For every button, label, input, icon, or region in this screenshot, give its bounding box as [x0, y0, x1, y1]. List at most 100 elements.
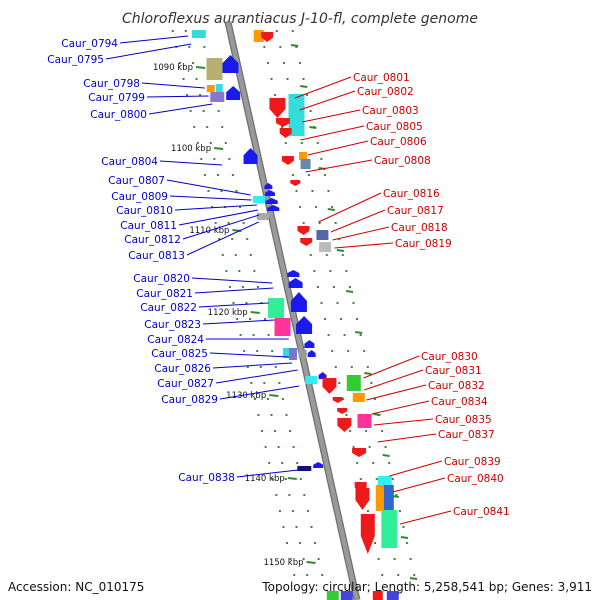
- gene-box: [288, 348, 297, 360]
- gene-box: [268, 298, 285, 318]
- track-dot: [250, 382, 253, 384]
- scale-tick-mark: [269, 394, 279, 397]
- track-dot: [363, 350, 366, 352]
- label-leader-line: [389, 460, 443, 477]
- track-dot: [402, 526, 405, 528]
- scale-tick-label: 1130 kbp: [226, 391, 266, 401]
- label-leader-line: [334, 242, 394, 249]
- gene-box: [346, 375, 361, 391]
- track-dot: [286, 78, 289, 80]
- track-dot: [368, 446, 371, 448]
- gene-box: [299, 152, 308, 160]
- gene-box: [274, 318, 291, 336]
- gene-label-left: Caur_0823: [144, 319, 201, 331]
- scale-minor-tick: [400, 536, 409, 539]
- track-dot: [299, 478, 302, 480]
- gene-label-right: Caur_0802: [357, 86, 414, 98]
- gene-label-right: Caur_0834: [431, 396, 488, 408]
- track-dot: [373, 398, 376, 400]
- gene-labels: Caur_0794 Caur_0795 Caur_0798 Caur_0799 Caur…: [47, 35, 510, 525]
- track-dot: [274, 366, 277, 368]
- gene-label-right: Caur_0832: [428, 380, 485, 392]
- track-dot: [365, 430, 368, 432]
- track-dot: [316, 286, 319, 288]
- label-leader-line: [332, 226, 390, 241]
- track-dot: [245, 302, 248, 304]
- track-dot: [366, 366, 369, 368]
- gene-arrow: [332, 397, 343, 403]
- label-leader-line: [166, 179, 251, 196]
- gene-label-left: Caur_0794: [61, 38, 118, 50]
- label-leader-line: [330, 209, 386, 233]
- track-dot: [236, 318, 239, 320]
- track-dot: [171, 30, 174, 32]
- track-dot: [370, 382, 373, 384]
- gene-box: [288, 94, 305, 136]
- gene-arrow: [279, 128, 292, 138]
- gene-box: [206, 58, 223, 80]
- track-dot: [314, 542, 317, 544]
- track-dot: [292, 446, 295, 448]
- gene-box: [297, 466, 312, 471]
- scale-minor-tick: [290, 44, 299, 47]
- gene-box: [377, 476, 392, 486]
- gene-box: [253, 196, 266, 203]
- track-dot: [334, 366, 337, 368]
- scale-minor-tick: [336, 249, 345, 252]
- track-dot: [302, 558, 305, 560]
- gene-arrow: [281, 156, 294, 165]
- gene-box: [298, 350, 307, 358]
- gene-box: [326, 591, 339, 600]
- track-dot: [311, 190, 314, 192]
- track-dot: [256, 286, 259, 288]
- gene-label-left: Caur_0812: [124, 234, 181, 246]
- label-leader-line: [294, 76, 352, 99]
- track-dot: [303, 494, 306, 496]
- track-dot: [249, 254, 252, 256]
- track-dot: [331, 206, 334, 208]
- track-dot: [398, 510, 401, 512]
- track-dot: [266, 62, 269, 64]
- gene-label-right: Caur_0817: [387, 205, 444, 217]
- track-dot: [246, 366, 249, 368]
- gene-arrow: [243, 148, 258, 164]
- track-dot: [298, 62, 301, 64]
- track-dot: [275, 30, 278, 32]
- track-dot: [309, 254, 312, 256]
- gene-label-right: Caur_0830: [421, 351, 478, 363]
- track-dot: [381, 574, 384, 576]
- track-dot: [289, 558, 292, 560]
- scale-tick-mark: [214, 147, 224, 150]
- track-dot: [228, 158, 231, 160]
- track-dot: [195, 78, 198, 80]
- track-dot: [242, 222, 245, 224]
- track-dot: [317, 558, 320, 560]
- gene-arrow: [275, 118, 290, 127]
- track-dot: [203, 174, 206, 176]
- label-leader-line: [148, 103, 213, 115]
- track-dot: [234, 254, 237, 256]
- track-dot: [320, 302, 323, 304]
- track-dot: [323, 174, 326, 176]
- track-dot: [374, 542, 377, 544]
- track-dot: [241, 286, 244, 288]
- track-dot: [377, 558, 380, 560]
- track-dot: [302, 222, 305, 224]
- track-dot: [397, 574, 400, 576]
- label-leader-line: [399, 510, 452, 525]
- track-dot: [213, 158, 216, 160]
- scale-tick-mark: [306, 561, 316, 564]
- gene-arrow: [290, 292, 307, 312]
- gene-label-right: Caur_0818: [391, 222, 448, 234]
- gene-label-left: Caur_0811: [120, 220, 177, 232]
- label-leader-line: [366, 384, 427, 401]
- scale-tick-label: 1100 kbp: [171, 144, 211, 154]
- track-dot: [381, 430, 384, 432]
- gene-box: [316, 230, 329, 240]
- track-dot: [384, 446, 387, 448]
- gene-box: [375, 485, 384, 511]
- gene-arrow: [264, 183, 273, 189]
- track-dot: [340, 318, 343, 320]
- gene-arrow: [360, 514, 375, 554]
- track-dot: [246, 238, 249, 240]
